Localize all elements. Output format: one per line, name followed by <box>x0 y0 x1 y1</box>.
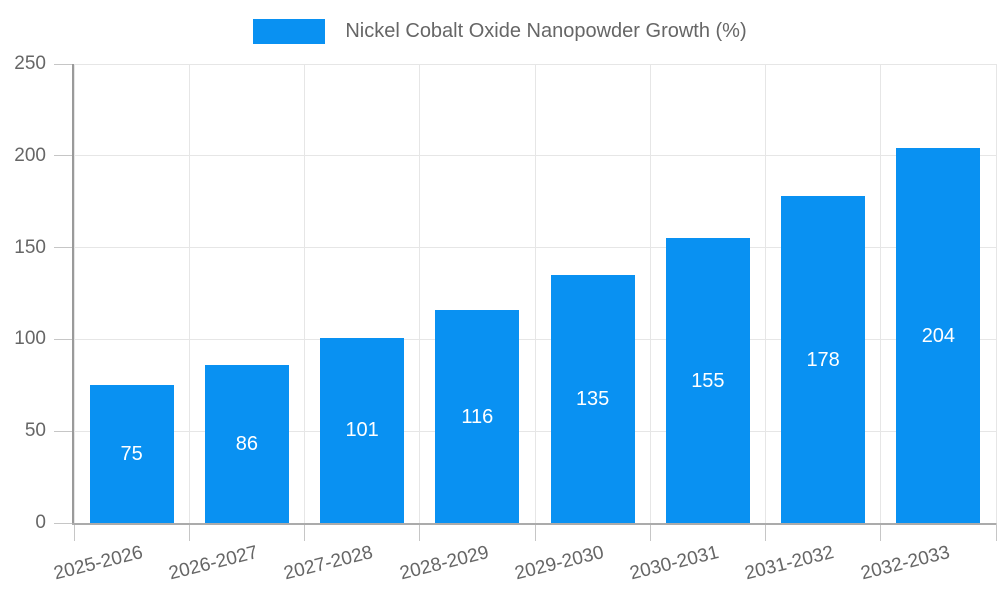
y-tick-label: 100 <box>14 328 46 350</box>
x-tick-label: 2025-2026 <box>51 542 145 585</box>
bar-value-label: 204 <box>921 324 956 347</box>
y-tick-label: 0 <box>35 512 46 533</box>
y-tick-label: 250 <box>14 53 46 74</box>
bar-2030-2031[interactable] <box>665 238 750 523</box>
legend-swatch <box>253 19 326 44</box>
x-tick-mark <box>73 523 75 541</box>
bar-2025-2026[interactable] <box>89 385 174 523</box>
x-tick-mark <box>419 523 421 541</box>
x-tick-label: 2028-2029 <box>397 542 491 585</box>
y-tick-mark <box>54 522 74 524</box>
legend-label: Nickel Cobalt Oxide Nanopowder Growth (%… <box>345 20 747 42</box>
x-gridline <box>73 64 75 523</box>
x-tick-mark <box>765 523 766 541</box>
x-gridline <box>880 64 882 523</box>
x-tick-mark <box>534 523 536 541</box>
y-tick-mark <box>54 430 74 432</box>
bar-2027-2028[interactable] <box>320 337 405 523</box>
bar-2031-2032[interactable] <box>781 196 866 523</box>
y-tick-mark <box>54 247 74 249</box>
y-tick-mark <box>54 63 74 65</box>
bar-value-label: 178 <box>806 348 840 371</box>
x-tick-mark <box>995 523 997 541</box>
bar-value-label: 135 <box>575 388 610 411</box>
x-tick-label: 2031-2032 <box>742 542 837 585</box>
x-gridline <box>995 64 997 523</box>
y-tick-mark <box>54 338 74 340</box>
x-tick-mark <box>880 523 882 541</box>
x-tick-label: 2027-2028 <box>281 542 376 585</box>
bar-value-label: 75 <box>120 443 143 466</box>
x-axis-line <box>72 523 996 525</box>
bar-2029-2030[interactable] <box>550 275 635 523</box>
bar-value-label: 155 <box>691 369 725 392</box>
y-axis-line <box>72 64 74 525</box>
chart-legend[interactable]: Nickel Cobalt Oxide Nanopowder Growth (%… <box>0 19 1000 44</box>
x-tick-mark <box>188 523 190 541</box>
y-tick-label: 50 <box>24 420 46 442</box>
x-tick-label: 2032-2033 <box>858 542 952 585</box>
bar-value-label: 86 <box>235 433 258 456</box>
x-gridline <box>765 64 766 523</box>
x-tick-mark <box>304 523 305 541</box>
x-tick-label: 2026-2027 <box>166 542 260 585</box>
bar-value-label: 101 <box>345 419 379 442</box>
y-tick-label: 150 <box>14 236 46 258</box>
bar-2032-2033[interactable] <box>896 148 981 523</box>
bar-value-label: 116 <box>461 405 494 428</box>
x-gridline <box>534 64 536 523</box>
x-gridline <box>419 64 421 523</box>
x-tick-label: 2030-2031 <box>627 542 721 585</box>
x-gridline <box>649 64 651 523</box>
x-tick-label: 2029-2030 <box>512 542 606 585</box>
x-gridline <box>188 64 190 523</box>
bar-2028-2029[interactable] <box>435 310 520 523</box>
x-tick-mark <box>649 523 651 541</box>
bar-2026-2027[interactable] <box>204 365 289 523</box>
y-tick-mark <box>54 155 74 157</box>
y-tick-label: 200 <box>14 144 46 166</box>
x-gridline <box>304 64 305 523</box>
